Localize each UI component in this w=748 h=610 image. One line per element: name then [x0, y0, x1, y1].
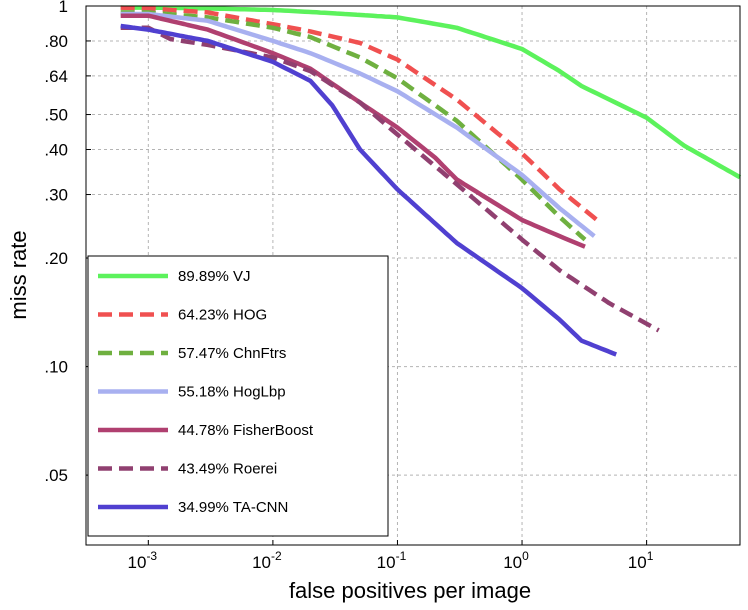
- legend-label-hog: 64.23% HOG: [178, 307, 267, 324]
- series-line-vj: [120, 5, 742, 180]
- legend-label-chnftrs: 57.47% ChnFtrs: [178, 345, 286, 362]
- series-layer: [120, 5, 742, 357]
- legend-label-roerei: 43.49% Roerei: [178, 461, 277, 478]
- y-tick-label: .20: [44, 249, 68, 268]
- tick-layer: 10-3 10-2 10-1 100 1011.80.64.50.40.30.20.10…: [44, 0, 653, 572]
- legend-label-vj: 89.89% VJ: [178, 268, 251, 285]
- x-axis-title: false positives per image: [289, 578, 531, 603]
- legend: 89.89% VJ 64.23% HOG 57.47% ChnFtrs 55.18% …: [87, 255, 389, 537]
- y-tick-label: .40: [44, 140, 68, 159]
- plot-frame: [85, 5, 741, 546]
- series-line-hog: [120, 5, 599, 222]
- series-line-hoglbp: [120, 11, 596, 238]
- series-line-ta-cnn: [120, 23, 618, 357]
- x-tick-exponent: 1: [647, 549, 654, 563]
- legend-label-ta-cnn: 34.99% TA-CNN: [178, 499, 288, 516]
- y-tick-label: .10: [44, 358, 68, 377]
- legend-label-fisherboost: 44.78% FisherBoost: [178, 422, 314, 439]
- series-line-roerei: [120, 25, 660, 333]
- legend-label-hoglbp: 55.18% HogLbp: [178, 384, 286, 401]
- x-tick-exponent: -1: [396, 549, 407, 563]
- y-axis-title: miss rate: [6, 230, 31, 319]
- legend-box: [87, 255, 389, 537]
- y-tick-label: .05: [44, 466, 68, 485]
- y-tick-label: .80: [44, 32, 68, 51]
- x-tick-exponent: -2: [271, 549, 282, 563]
- y-tick-label: .64: [44, 67, 68, 86]
- y-tick-label: .30: [44, 186, 68, 205]
- y-tick-label: .50: [44, 106, 68, 125]
- y-tick-label: 1: [59, 0, 68, 16]
- x-tick-exponent: 0: [522, 549, 529, 563]
- x-tick-exponent: -3: [146, 549, 157, 563]
